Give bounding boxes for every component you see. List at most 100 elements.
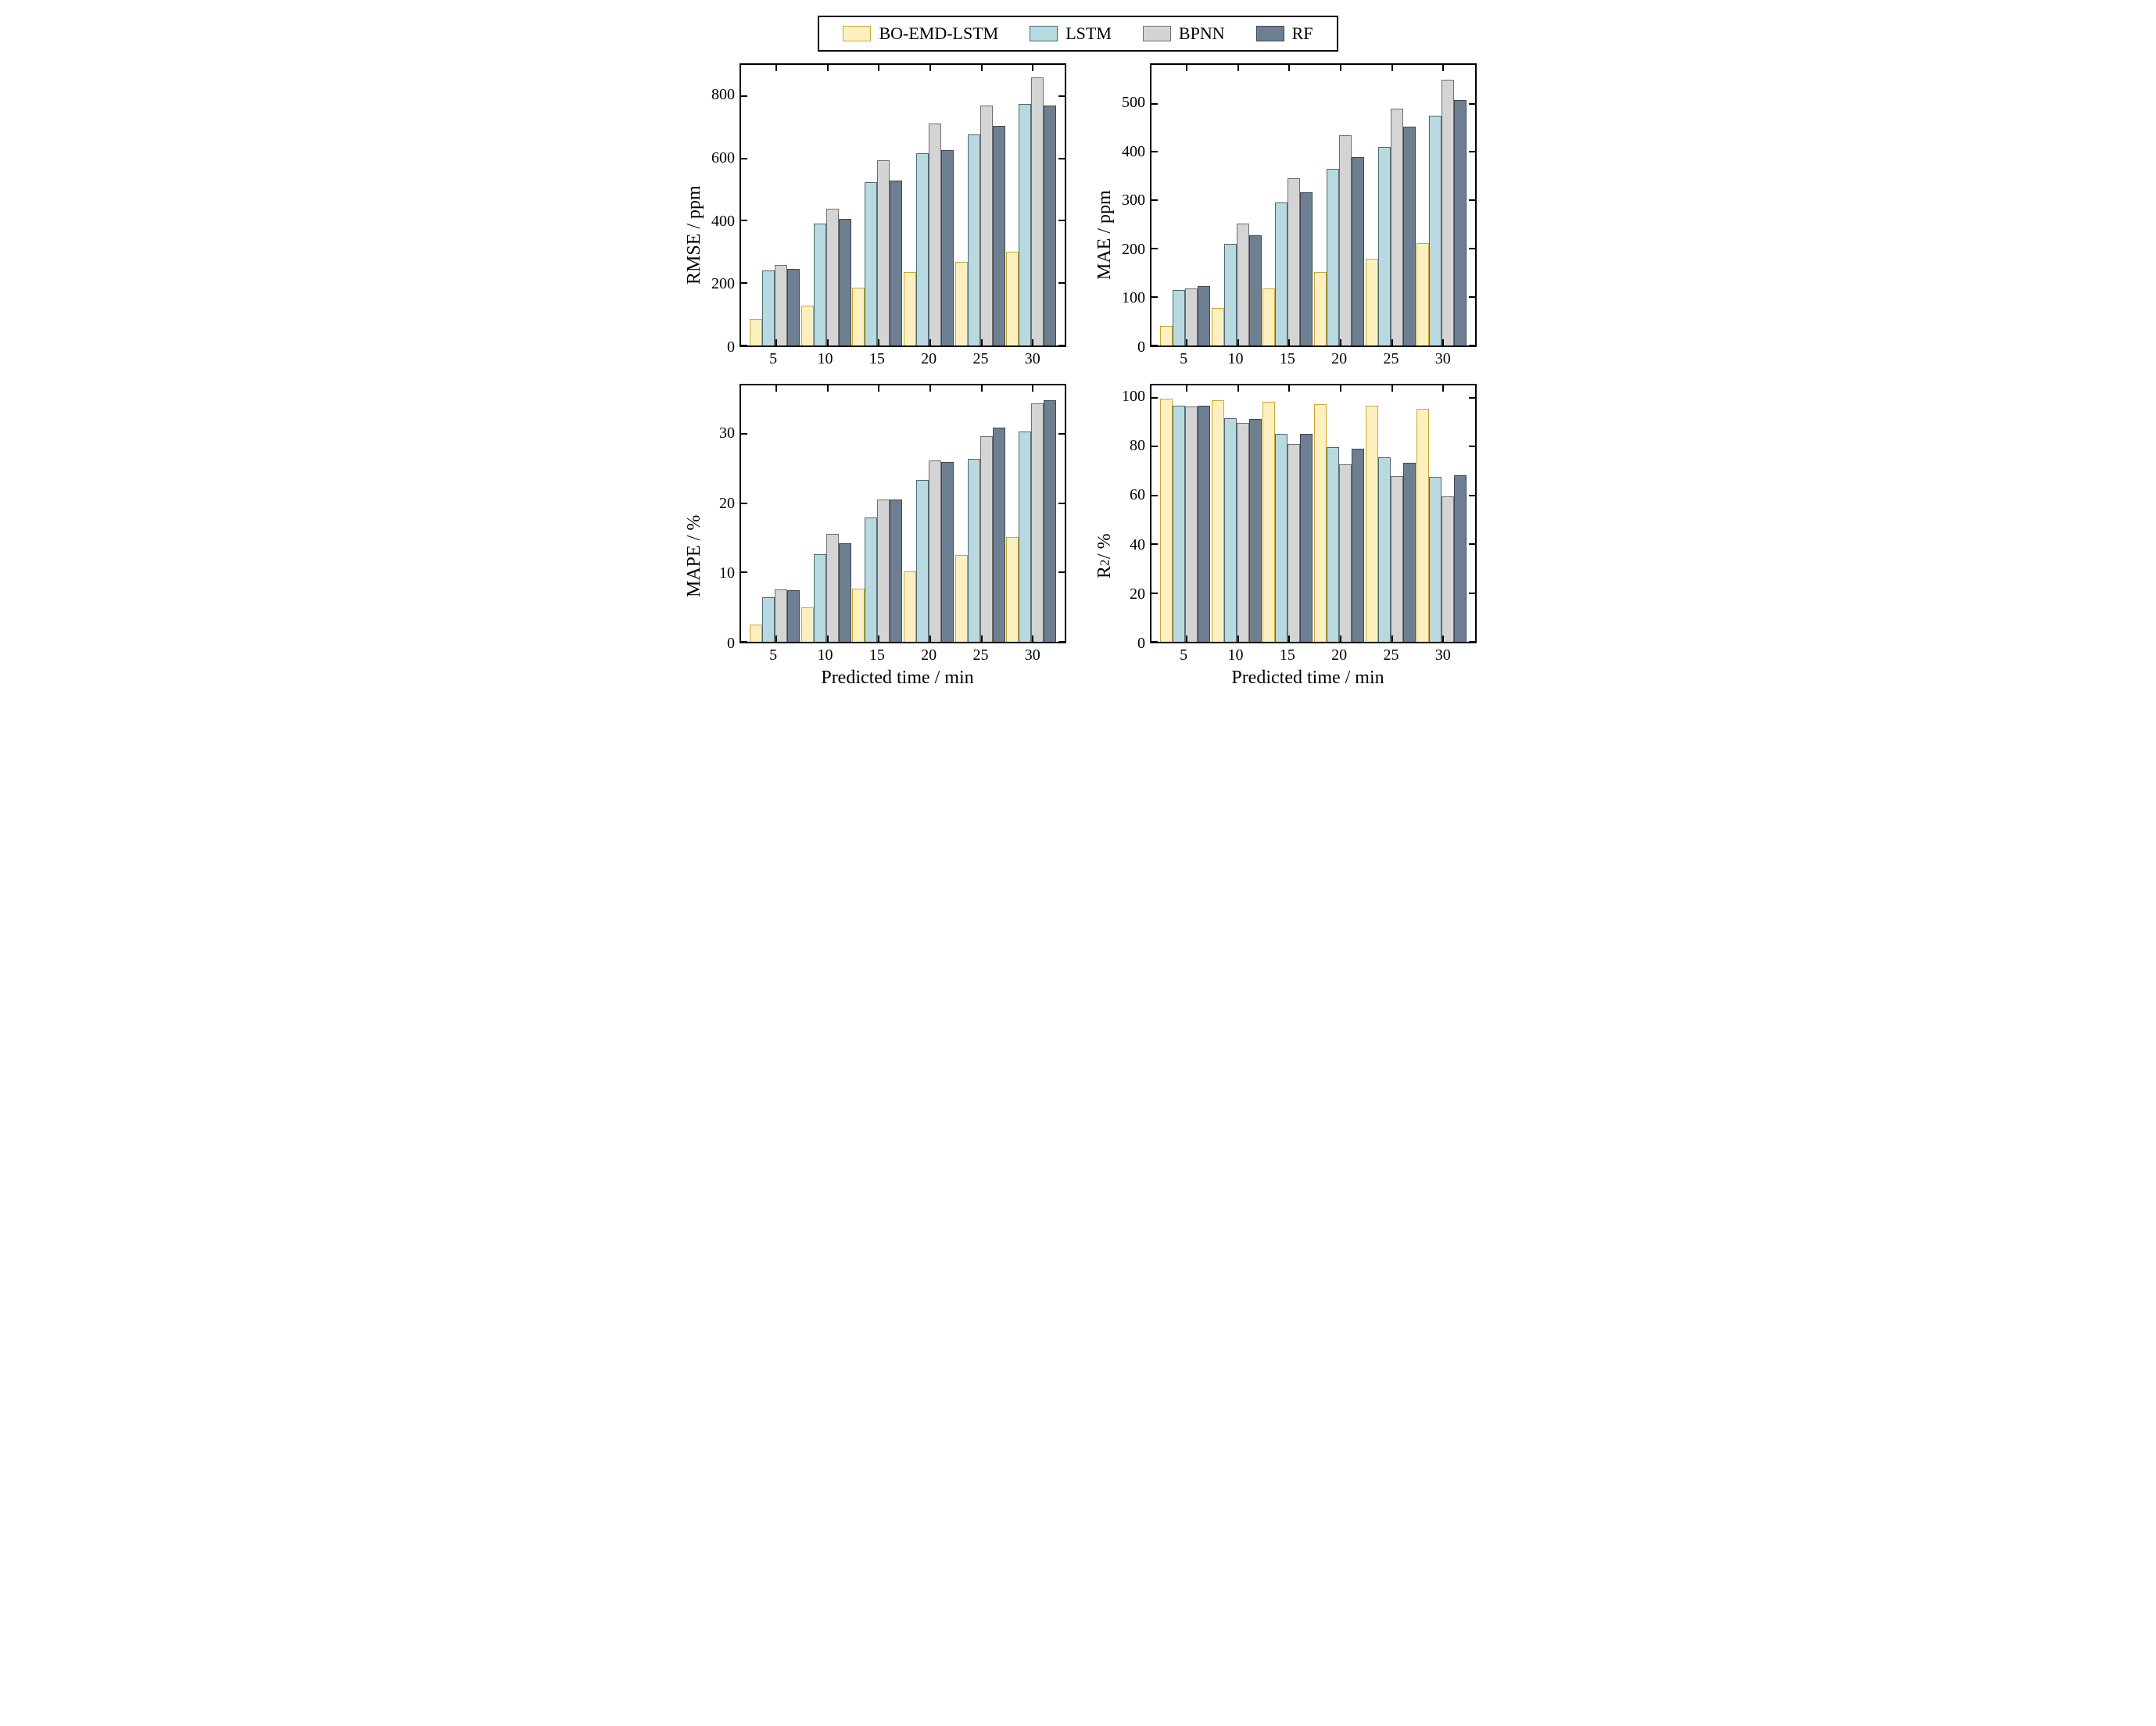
mape-bar-lstm-25 xyxy=(968,459,980,642)
rmse-bar-rf-25 xyxy=(993,126,1005,346)
mape-group-10 xyxy=(800,385,852,642)
mape-ylabel: MAPE / % xyxy=(679,384,705,689)
rmse-xtick-label: 10 xyxy=(799,350,851,368)
mae-bar-bpnn-10 xyxy=(1237,224,1249,346)
legend-label-bo_emd_lstm: BO-EMD-LSTM xyxy=(879,23,998,44)
mape-bar-bo_emd_lstm-30 xyxy=(1006,537,1019,642)
mape-ytick-label: 0 xyxy=(727,636,735,651)
mape-group-30 xyxy=(1005,385,1057,642)
r2-xlabel: Predicted time / min xyxy=(1116,668,1477,689)
r2-xtick-label: 10 xyxy=(1209,646,1261,664)
r2-group-10 xyxy=(1211,385,1262,642)
r2-xtick-label: 15 xyxy=(1262,646,1313,664)
r2-group-20 xyxy=(1313,385,1365,642)
mape-xtick-label: 15 xyxy=(851,646,903,664)
mape-bar-bpnn-10 xyxy=(826,534,839,642)
rmse-bar-rf-20 xyxy=(941,150,954,346)
mape-bar-bo_emd_lstm-25 xyxy=(955,555,968,642)
r2-bar-bpnn-10 xyxy=(1237,423,1249,642)
r2-bar-lstm-15 xyxy=(1275,434,1288,642)
mae-ytick-label: 0 xyxy=(1137,339,1145,355)
r2-ytick-label: 0 xyxy=(1137,636,1145,651)
rmse-ytick-label: 0 xyxy=(727,339,735,355)
mape-bar-bo_emd_lstm-10 xyxy=(801,607,814,642)
rmse-ylabel: RMSE / ppm xyxy=(679,63,705,368)
mae-bar-bpnn-30 xyxy=(1442,80,1454,346)
mae-ytick-label: 300 xyxy=(1122,192,1145,208)
rmse-bar-bpnn-5 xyxy=(775,265,787,346)
mae-chart xyxy=(1150,63,1477,347)
rmse-ytick-label: 400 xyxy=(711,213,735,229)
mape-group-20 xyxy=(903,385,954,642)
legend-swatch-rf xyxy=(1256,26,1284,41)
mae-xtick-label: 30 xyxy=(1417,350,1469,368)
r2-bar-bo_emd_lstm-30 xyxy=(1416,409,1429,642)
rmse-chart xyxy=(740,63,1066,347)
rmse-bar-lstm-10 xyxy=(814,224,826,346)
r2-ytick-label: 60 xyxy=(1130,487,1145,503)
rmse-bar-lstm-20 xyxy=(916,153,929,346)
r2-bar-bpnn-15 xyxy=(1288,444,1300,642)
mape-bar-rf-10 xyxy=(839,543,851,642)
mape-xtick-label: 25 xyxy=(954,646,1006,664)
mape-bar-rf-30 xyxy=(1044,400,1056,642)
rmse-bar-bpnn-30 xyxy=(1031,77,1044,346)
mape-ytick-label: 30 xyxy=(719,425,735,441)
mae-bar-rf-25 xyxy=(1403,127,1416,346)
mae-bar-rf-5 xyxy=(1198,286,1210,346)
r2-ylabel: R2 / % xyxy=(1090,384,1116,689)
panel-mae: MAE / ppm010020030040050051015202530 xyxy=(1090,63,1477,368)
mape-bar-lstm-20 xyxy=(916,480,929,642)
r2-xtick-label: 20 xyxy=(1313,646,1365,664)
legend-label-bpnn: BPNN xyxy=(1179,23,1225,44)
mae-bar-bo_emd_lstm-15 xyxy=(1262,288,1275,346)
mae-ytick-label: 100 xyxy=(1122,290,1145,306)
r2-bar-rf-30 xyxy=(1454,475,1467,642)
rmse-xticks: 51015202530 xyxy=(705,350,1066,368)
mae-bar-bo_emd_lstm-20 xyxy=(1314,272,1327,346)
rmse-bar-bpnn-20 xyxy=(929,124,941,346)
mae-group-5 xyxy=(1159,65,1211,346)
mae-bar-lstm-30 xyxy=(1429,116,1442,346)
r2-group-5 xyxy=(1159,385,1211,642)
r2-xticks: 51015202530 xyxy=(1116,646,1477,664)
r2-bar-bo_emd_lstm-5 xyxy=(1160,399,1173,642)
mae-yticks: 0100200300400500 xyxy=(1116,63,1150,347)
mape-xtick-label: 20 xyxy=(903,646,954,664)
legend-label-rf: RF xyxy=(1292,23,1313,44)
mape-bar-rf-15 xyxy=(890,500,902,642)
rmse-bar-bo_emd_lstm-10 xyxy=(801,306,814,346)
rmse-bar-lstm-5 xyxy=(762,270,775,346)
r2-xtick-label: 30 xyxy=(1417,646,1469,664)
rmse-xtick-label: 20 xyxy=(903,350,954,368)
mae-group-30 xyxy=(1416,65,1467,346)
mape-bar-rf-5 xyxy=(787,590,800,642)
legend-item-bo_emd_lstm: BO-EMD-LSTM xyxy=(843,23,998,44)
r2-group-30 xyxy=(1416,385,1467,642)
mape-group-25 xyxy=(954,385,1006,642)
mape-xtick-label: 30 xyxy=(1007,646,1058,664)
rmse-bar-bo_emd_lstm-15 xyxy=(852,288,865,346)
mae-xtick-label: 25 xyxy=(1365,350,1416,368)
mae-bar-lstm-5 xyxy=(1173,290,1185,346)
r2-ytick-label: 20 xyxy=(1130,586,1145,602)
figure: BO-EMD-LSTMLSTMBPNNRF RMSE / ppm02004006… xyxy=(679,16,1477,689)
mae-xticks: 51015202530 xyxy=(1116,350,1477,368)
mape-bar-bpnn-15 xyxy=(877,500,890,642)
rmse-bar-bo_emd_lstm-25 xyxy=(955,262,968,346)
mape-bar-lstm-5 xyxy=(762,597,775,642)
rmse-bar-lstm-25 xyxy=(968,134,980,346)
r2-bar-rf-5 xyxy=(1198,406,1210,642)
mae-bar-lstm-20 xyxy=(1327,169,1339,346)
rmse-group-30 xyxy=(1005,65,1057,346)
rmse-bar-bo_emd_lstm-20 xyxy=(904,272,916,346)
panel-r2: R2 / %02040608010051015202530Predicted t… xyxy=(1090,384,1477,689)
mae-xtick-label: 5 xyxy=(1158,350,1209,368)
r2-ytick-label: 40 xyxy=(1130,537,1145,553)
mape-bar-lstm-30 xyxy=(1019,432,1031,642)
legend-swatch-bpnn xyxy=(1143,26,1171,41)
mae-bar-rf-10 xyxy=(1249,235,1262,346)
rmse-group-15 xyxy=(851,65,903,346)
panels-grid: RMSE / ppm020040060080051015202530 MAE /… xyxy=(679,63,1477,689)
rmse-bar-rf-10 xyxy=(839,219,851,346)
